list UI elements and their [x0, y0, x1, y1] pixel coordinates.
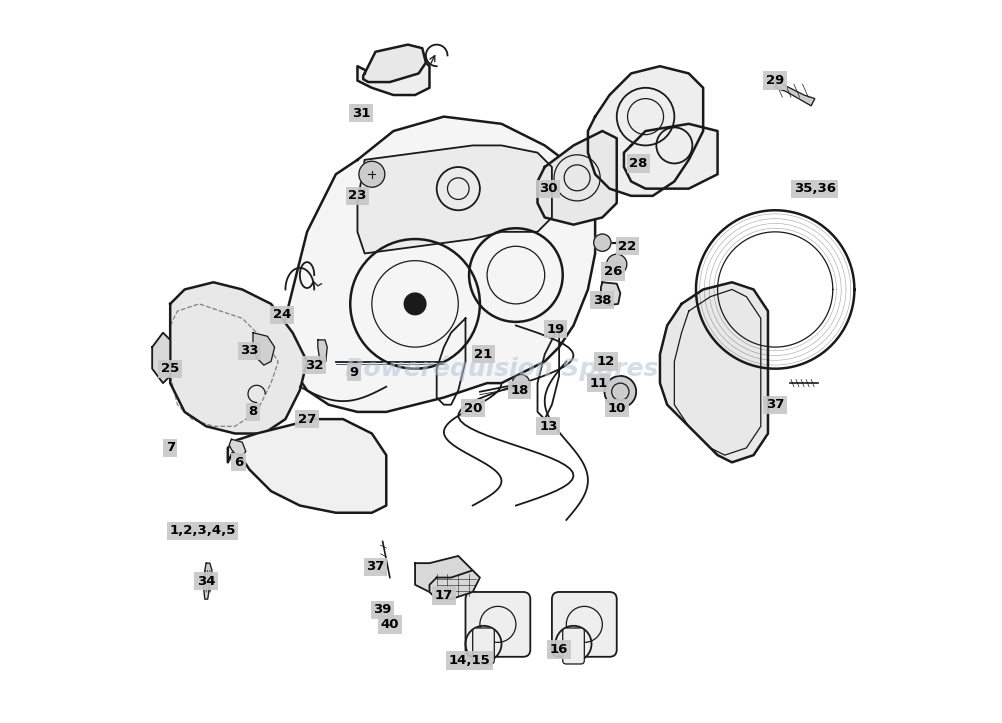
Polygon shape: [229, 440, 245, 455]
Text: 39: 39: [373, 604, 392, 617]
Text: 32: 32: [305, 359, 323, 372]
Text: 28: 28: [628, 157, 647, 170]
Text: 25: 25: [161, 362, 179, 375]
Text: 14,15: 14,15: [448, 654, 489, 667]
Circle shape: [359, 161, 385, 187]
Circle shape: [606, 254, 626, 274]
Text: 29: 29: [766, 74, 784, 87]
Text: 9: 9: [349, 366, 358, 379]
Text: 40: 40: [380, 618, 399, 631]
Polygon shape: [170, 282, 307, 434]
Text: 22: 22: [618, 240, 636, 253]
Text: 34: 34: [196, 575, 215, 588]
Text: 16: 16: [549, 643, 568, 656]
Polygon shape: [363, 45, 426, 82]
Text: 1,2,3,4,5: 1,2,3,4,5: [169, 524, 235, 537]
Text: 37: 37: [366, 560, 384, 573]
Text: 24: 24: [273, 308, 291, 321]
Polygon shape: [318, 340, 327, 362]
Polygon shape: [587, 67, 702, 196]
Polygon shape: [623, 124, 716, 189]
Text: 17: 17: [434, 589, 453, 602]
Text: 12: 12: [596, 355, 614, 368]
Text: 10: 10: [607, 402, 625, 415]
Polygon shape: [357, 52, 429, 95]
Circle shape: [593, 234, 610, 252]
FancyBboxPatch shape: [472, 628, 494, 664]
FancyBboxPatch shape: [465, 592, 530, 656]
Polygon shape: [537, 131, 616, 225]
Circle shape: [404, 293, 426, 315]
Text: 20: 20: [463, 402, 481, 415]
Polygon shape: [286, 116, 594, 412]
Polygon shape: [429, 570, 479, 599]
Text: 27: 27: [298, 413, 316, 426]
Circle shape: [512, 375, 529, 392]
Polygon shape: [357, 145, 551, 254]
Text: 23: 23: [348, 189, 367, 202]
Polygon shape: [600, 282, 619, 305]
Text: 26: 26: [603, 265, 621, 278]
Text: 6: 6: [233, 455, 243, 469]
Text: 35,36: 35,36: [793, 182, 835, 195]
Polygon shape: [775, 80, 814, 106]
Text: 21: 21: [474, 348, 492, 361]
FancyBboxPatch shape: [551, 592, 616, 656]
Text: 30: 30: [538, 182, 557, 195]
Polygon shape: [415, 556, 472, 599]
Text: 11: 11: [589, 377, 607, 390]
Text: 33: 33: [239, 344, 259, 357]
Circle shape: [604, 376, 635, 408]
Text: 37: 37: [766, 398, 784, 411]
Text: 19: 19: [546, 322, 564, 335]
Text: 31: 31: [352, 106, 370, 119]
Polygon shape: [253, 333, 275, 365]
Text: 13: 13: [539, 420, 557, 433]
Polygon shape: [203, 563, 211, 599]
Polygon shape: [152, 333, 170, 383]
Text: Poweréquision Späres: Poweréquision Späres: [345, 356, 657, 382]
Text: 8: 8: [248, 406, 258, 419]
FancyBboxPatch shape: [562, 628, 584, 664]
Text: 7: 7: [165, 442, 174, 455]
Text: 18: 18: [510, 384, 528, 397]
Polygon shape: [659, 282, 768, 462]
Polygon shape: [227, 419, 386, 513]
Text: 38: 38: [592, 294, 611, 307]
